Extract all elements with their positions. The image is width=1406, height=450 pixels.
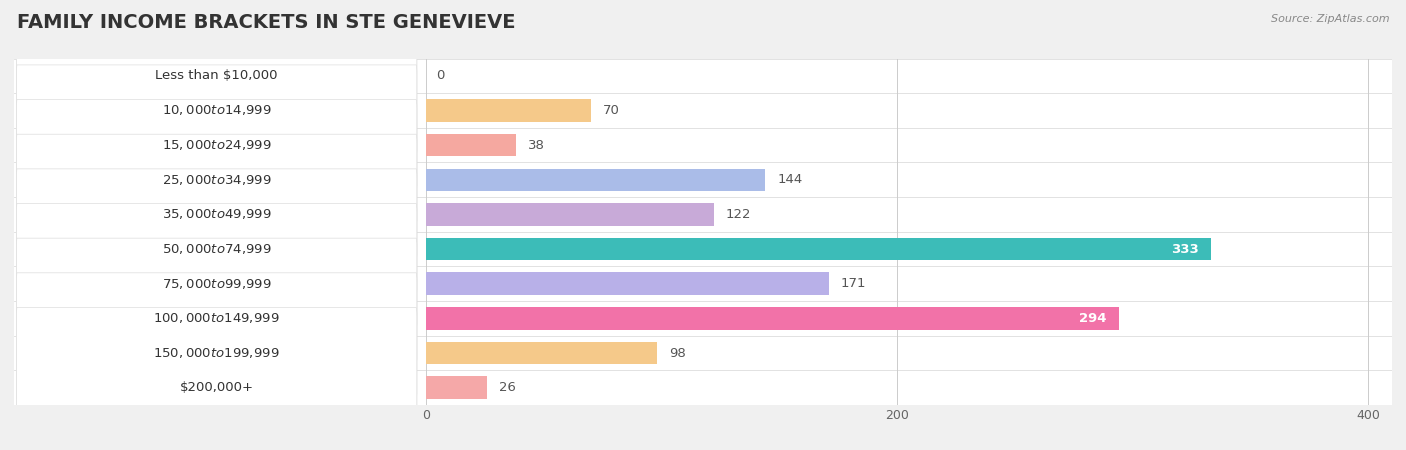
FancyBboxPatch shape	[14, 197, 1392, 232]
Bar	[426, 238, 1211, 261]
FancyBboxPatch shape	[14, 162, 1392, 197]
Text: Less than $10,000: Less than $10,000	[156, 69, 278, 82]
FancyBboxPatch shape	[14, 128, 1392, 162]
Bar	[426, 376, 488, 399]
Text: $10,000 to $14,999: $10,000 to $14,999	[162, 104, 271, 117]
Bar	[426, 134, 516, 157]
FancyBboxPatch shape	[17, 30, 416, 191]
Text: $75,000 to $99,999: $75,000 to $99,999	[162, 277, 271, 291]
Text: $35,000 to $49,999: $35,000 to $49,999	[162, 207, 271, 221]
Text: 333: 333	[1171, 243, 1199, 256]
FancyBboxPatch shape	[17, 273, 416, 433]
Text: 122: 122	[725, 208, 751, 221]
FancyBboxPatch shape	[14, 336, 1392, 370]
FancyBboxPatch shape	[17, 238, 416, 399]
Text: $200,000+: $200,000+	[180, 381, 253, 394]
Bar	[426, 272, 830, 295]
FancyBboxPatch shape	[14, 232, 1392, 266]
Text: 26: 26	[499, 381, 516, 394]
FancyBboxPatch shape	[14, 266, 1392, 301]
Bar	[426, 342, 657, 365]
Text: 171: 171	[841, 277, 866, 290]
FancyBboxPatch shape	[17, 307, 416, 450]
Text: $25,000 to $34,999: $25,000 to $34,999	[162, 173, 271, 187]
Text: Source: ZipAtlas.com: Source: ZipAtlas.com	[1271, 14, 1389, 23]
Text: FAMILY INCOME BRACKETS IN STE GENEVIEVE: FAMILY INCOME BRACKETS IN STE GENEVIEVE	[17, 14, 516, 32]
FancyBboxPatch shape	[17, 169, 416, 329]
Text: 38: 38	[527, 139, 544, 152]
Text: $15,000 to $24,999: $15,000 to $24,999	[162, 138, 271, 152]
Text: $150,000 to $199,999: $150,000 to $199,999	[153, 346, 280, 360]
FancyBboxPatch shape	[17, 0, 416, 156]
Text: $50,000 to $74,999: $50,000 to $74,999	[162, 242, 271, 256]
FancyBboxPatch shape	[17, 99, 416, 260]
Text: 144: 144	[778, 173, 803, 186]
Bar	[426, 203, 714, 226]
FancyBboxPatch shape	[14, 93, 1392, 128]
FancyBboxPatch shape	[14, 370, 1392, 405]
Text: 98: 98	[669, 346, 686, 360]
Text: $100,000 to $149,999: $100,000 to $149,999	[153, 311, 280, 325]
FancyBboxPatch shape	[17, 203, 416, 364]
Text: 0: 0	[436, 69, 444, 82]
FancyBboxPatch shape	[14, 301, 1392, 336]
Bar	[426, 99, 591, 122]
Bar	[426, 307, 1119, 330]
Bar	[426, 168, 765, 191]
Text: 70: 70	[603, 104, 620, 117]
Text: 294: 294	[1080, 312, 1107, 325]
FancyBboxPatch shape	[14, 58, 1392, 93]
FancyBboxPatch shape	[17, 134, 416, 295]
FancyBboxPatch shape	[17, 65, 416, 225]
